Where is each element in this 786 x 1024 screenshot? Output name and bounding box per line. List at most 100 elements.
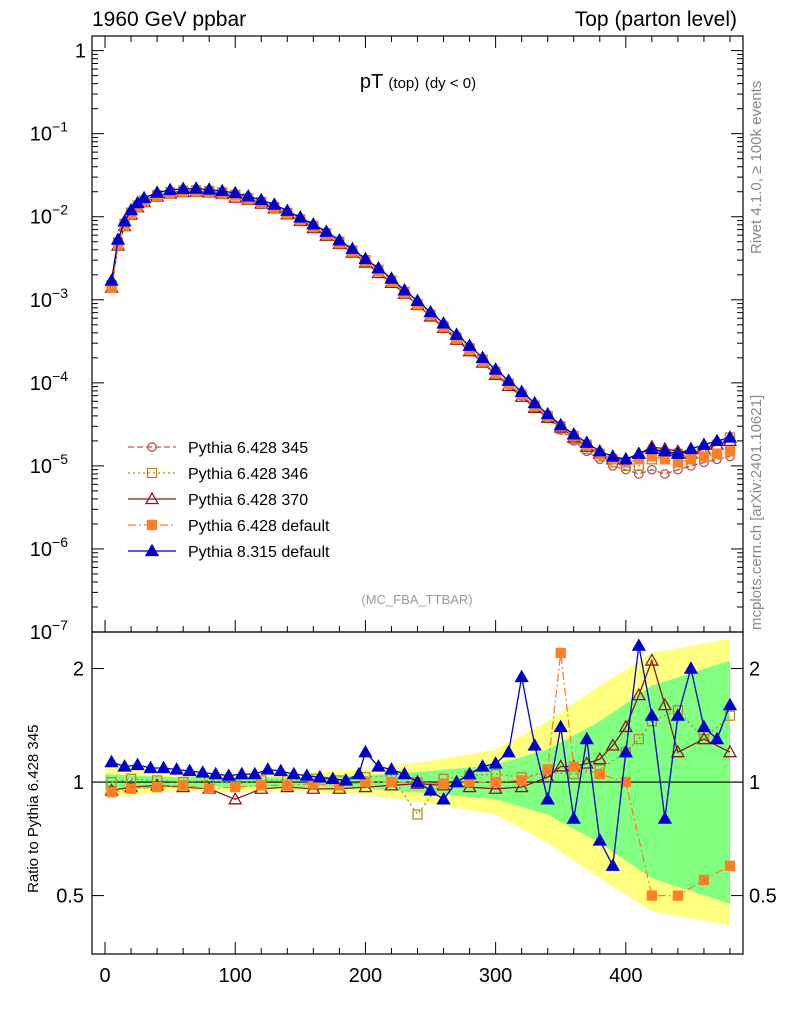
ratio-p6_default-point [256,780,267,791]
main-y-tick-label: 10−2 [30,202,68,229]
ratio-p8_default-point [156,760,171,774]
ratio-p6_346-point [125,773,137,784]
main-p8_default-point [540,406,555,420]
ratio-p6_default-point [204,783,215,794]
header-energy-label: 1960 GeV ppbar [92,8,247,31]
main-series [104,181,738,479]
ratio-p6_370-point [488,781,503,794]
ratio-p6_default-point [724,860,736,871]
main-y-tick-label: 10−5 [30,451,68,478]
main-p6_default-point [724,446,736,457]
main-y-tick-label: 10−7 [30,617,68,644]
rivet-version-label: Rivet 4.1.0, ≥ 100k events [748,80,765,254]
legend-entry-p6_345: Pythia 6.428 345 [128,440,308,457]
main-p6_345-point [633,469,644,479]
main-y-tick-label: 10−3 [30,285,68,312]
legend-entry-p6_346: Pythia 6.428 346 [128,466,308,483]
legend-marker [144,543,160,557]
main-p8_default-point [358,251,373,265]
main-p8_default-point [527,395,542,409]
ratio-p6_370-point [722,744,738,758]
ratio-y-tick-label-right: 2 [749,659,760,681]
main-p8_default-point [104,273,119,286]
ratio-p8_default-point [527,738,542,751]
ratio-p8_default-point [722,697,738,711]
main-p8_default-point [592,443,607,457]
ratio-p8_default-point [657,811,673,824]
ratio-p6_default-point [125,783,137,794]
ratio-p6_default-point [555,647,566,659]
ratio-p6_default-point [516,775,527,786]
ratio-p6_default-point [672,890,684,901]
legend-label: Pythia 6.428 345 [188,440,308,457]
ratio-p8_default-point [195,765,210,778]
ratio-p6_default-point [542,764,553,775]
ratio-p8_default-point [592,833,607,846]
ratio-p8_default-point [605,858,620,871]
ratio-p6_default-point [490,776,501,788]
chart-title-tail: (dy < 0) [425,75,476,92]
main-p8_default-line [110,187,731,460]
ratio-p6_370-point [631,687,646,701]
ratio-p8_default-point [273,763,288,777]
mcplots-label: mcplots.cern.ch [arXiv:2401.10621] [748,394,765,630]
ratio-y-tick-label-right: 0.5 [749,886,777,908]
ratio-p8_default-point [182,763,197,777]
ratio-p8_default-point [325,771,340,784]
ratio-p8_default-point [397,766,412,780]
ratio-p6_370-point [670,744,686,758]
legend: Pythia 6.428 345 Pythia 6.428 346 Pythia 6… [128,440,330,561]
ratio-p6_default-point [620,776,631,788]
ratio-y-ticks: 0.5 0.5 1 1 2 2 [56,659,777,908]
ratio-p8_default-point [696,719,712,733]
main-p8_default-point [657,443,673,457]
ratio-p6_default-point [646,890,658,901]
ratio-p8_default-point [338,773,354,786]
main-p8_default-point [149,185,165,198]
main-p8_default-point [162,182,178,196]
ratio-p6_default-point [282,780,293,791]
main-y-tick-label: 10−6 [30,534,68,561]
main-p8_default-point [488,362,503,375]
ratio-p8_default-point [410,774,425,788]
legend-marker [144,491,160,505]
main-p6_default-point [698,451,710,462]
main-p8_default-point [475,350,490,363]
ratio-p8_default-point [709,731,725,745]
ratio-p6_default-point [230,781,241,793]
legend-label: Pythia 6.428 370 [188,492,308,509]
main-p8_default-point [215,183,230,197]
main-p6_default-point [685,454,697,465]
ratio-y-tick-label-left: 0.5 [56,886,84,908]
x-tick-label: 400 [609,965,642,987]
x-tick-label: 100 [219,965,252,987]
ratio-series [104,638,738,901]
legend-marker [146,467,158,479]
ratio-p8_default-point [260,762,275,775]
legend-entry-p6_default: Pythia 6.428 default [128,518,330,535]
ratio-p6_346-point [633,733,644,745]
main-p6_default-point [711,448,723,459]
x-axis-ticks: 0 100 200 300 400 [99,36,731,987]
ratio-p8_default-point [371,759,386,772]
main-p8_default-point [241,189,256,202]
main-p8_default-point [371,260,386,274]
ratio-y-label: Ratio to Pythia 6.428 345 [25,725,42,893]
main-p8_default-point [189,181,204,194]
ratio-p8_default-point [221,768,236,781]
main-p8_default-point [293,210,308,223]
ratio-p8_default-point [670,708,686,721]
main-p8_default-point [319,224,334,237]
main-p8_default-point [228,185,243,199]
main-p6_345-point [660,469,670,479]
ratio-panel: 0.5 0.5 1 1 2 2 0 100 200 300 400 Ratio to Pythia… [25,36,777,987]
x-tick-label: 200 [349,965,382,987]
chart-title: pT (top) (dy < 0) [360,71,476,93]
ratio-p6_370-point [540,769,555,783]
ratio-p8_default-point [449,774,464,788]
x-tick-label: 0 [99,965,110,987]
main-p8_default-point [696,437,712,450]
ratio-p8_default-point [488,756,503,769]
ratio-p8_default-point [130,757,145,771]
x-tick-label: 300 [479,965,512,987]
